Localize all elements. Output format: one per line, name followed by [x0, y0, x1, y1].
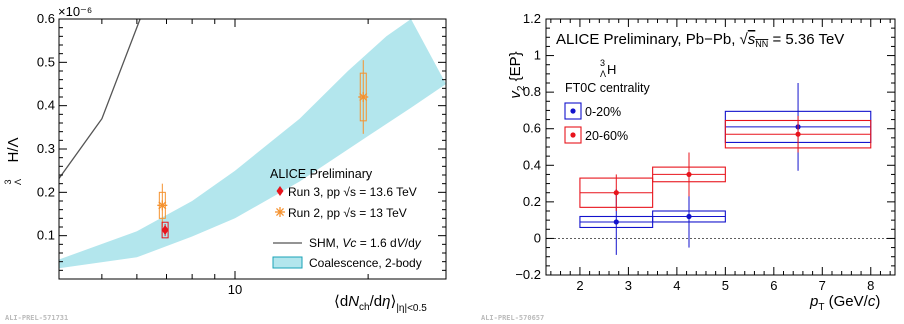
- legend-0-marker: [570, 108, 576, 114]
- series-1-point: [795, 131, 801, 137]
- right-watermark: ALI-PREL-570657: [481, 314, 544, 322]
- left-x-axis-label: ⟨dNch/dη⟩|η|<0.5: [334, 293, 427, 314]
- svg-text:Λ: Λ: [600, 69, 606, 79]
- run2-point: [359, 93, 368, 101]
- right-y-axis-label: v2 {EP}: [507, 51, 527, 98]
- series-0-point: [613, 219, 619, 225]
- svg-text:3: 3: [600, 58, 605, 68]
- right-subtitle: 3 Λ H: [600, 58, 616, 79]
- right-y-tick-label: 0.4: [523, 157, 541, 172]
- left-chart: 0.1 0.2 0.3 0.4 0.5 0.6 10 ×10⁻⁶ H/Λ 3 Λ ⟨dNch…: [3, 4, 447, 322]
- legend-run2-marker: [276, 208, 284, 216]
- left-legend-title: ALICE Preliminary: [270, 167, 373, 181]
- svg-text:⟨dNch/dη⟩|η|<0.5: ⟨dNch/dη⟩|η|<0.5: [334, 293, 427, 314]
- legend-run2-text: Run 2, pp √s = 13 TeV: [288, 206, 407, 220]
- series-1-point: [686, 171, 692, 178]
- right-y-tick-label: 0.6: [523, 121, 541, 136]
- left-y-multiplier: ×10⁻⁶: [58, 4, 92, 19]
- left-y-axis-label: H/Λ: [5, 137, 22, 162]
- legend-run3-marker: [276, 186, 284, 196]
- right-x-tick-label: 8: [867, 278, 874, 293]
- right-y-tick-label: 0: [534, 230, 541, 245]
- legend-1-marker: [570, 132, 576, 138]
- shm-line: [59, 19, 141, 179]
- legend-0-box: [564, 102, 582, 120]
- right-x-tick-label: 7: [819, 278, 826, 293]
- right-legend: 0-20% 20-60%: [564, 102, 628, 144]
- left-y-axis-label-sub: Λ: [13, 179, 23, 185]
- legend-coalescence-text: Coalescence, 2-body: [309, 256, 422, 270]
- left-x-tick-label: 10: [228, 282, 242, 297]
- right-y-tick-label: 1.2: [523, 11, 541, 26]
- right-y-tick-label: −0.2: [515, 267, 541, 282]
- left-y-tick-label: 0.4: [37, 98, 55, 113]
- svg-text:H: H: [607, 62, 616, 77]
- right-title: ALICE Preliminary, Pb−Pb, √sNN = 5.36 Te…: [556, 31, 844, 49]
- legend-coalescence-swatch: [272, 256, 303, 269]
- left-y-tick-label: 0.1: [37, 228, 55, 243]
- right-plot-frame: [545, 18, 896, 276]
- right-x-tick-label: 2: [576, 278, 583, 293]
- legend-1-label: 20-60%: [585, 129, 628, 143]
- legend-shm-text: SHM, Vc = 1.6 dV/dy: [309, 236, 422, 250]
- right-x-axis-label: pT (GeV/c): [809, 293, 880, 313]
- series-0-point: [686, 213, 692, 220]
- left-y-tick-label: 0.6: [37, 11, 55, 26]
- right-legend-title: FT0C centrality: [565, 81, 650, 95]
- right-chart: −0.2 0 0.2 0.4 0.6 0.8 1 1.2 2 3 4 5 6 7 8 v2 {EP} pT …: [481, 11, 896, 322]
- legend-1-box: [564, 126, 582, 144]
- legend-run3-text: Run 3, pp √s = 13.6 TeV: [288, 185, 417, 199]
- right-x-tick-label: 4: [673, 278, 680, 293]
- left-watermark: ALI-PREL-571731: [5, 314, 68, 322]
- svg-text:ALICE Preliminary, Pb−Pb, √sNN: ALICE Preliminary, Pb−Pb, √sNN = 5.36 Te…: [556, 31, 844, 49]
- legend-0-label: 0-20%: [585, 105, 621, 119]
- run3-point: [161, 225, 169, 236]
- left-y-axis-label-super: 3: [3, 179, 13, 184]
- right-y-tick-label: 0.8: [523, 84, 541, 99]
- svg-text:pT (GeV/c): pT (GeV/c): [809, 293, 880, 313]
- right-y-tick-label: 1: [534, 48, 541, 63]
- svg-text:v2 {EP}: v2 {EP}: [507, 51, 527, 98]
- right-y-tick-label: 0.2: [523, 194, 541, 209]
- coalescence-band: [59, 19, 446, 269]
- left-y-tick-label: 0.2: [37, 184, 55, 199]
- right-x-tick-label: 5: [722, 278, 729, 293]
- right-x-tick-label: 6: [770, 278, 777, 293]
- left-y-tick-label: 0.5: [37, 54, 55, 69]
- left-y-tick-label: 0.3: [37, 141, 55, 156]
- left-legend: ALICE Preliminary Run 3, pp √s = 13.6 Te…: [270, 167, 422, 270]
- run2-point: [158, 201, 167, 210]
- series-1-point: [613, 190, 619, 196]
- right-x-tick-label: 3: [625, 278, 632, 293]
